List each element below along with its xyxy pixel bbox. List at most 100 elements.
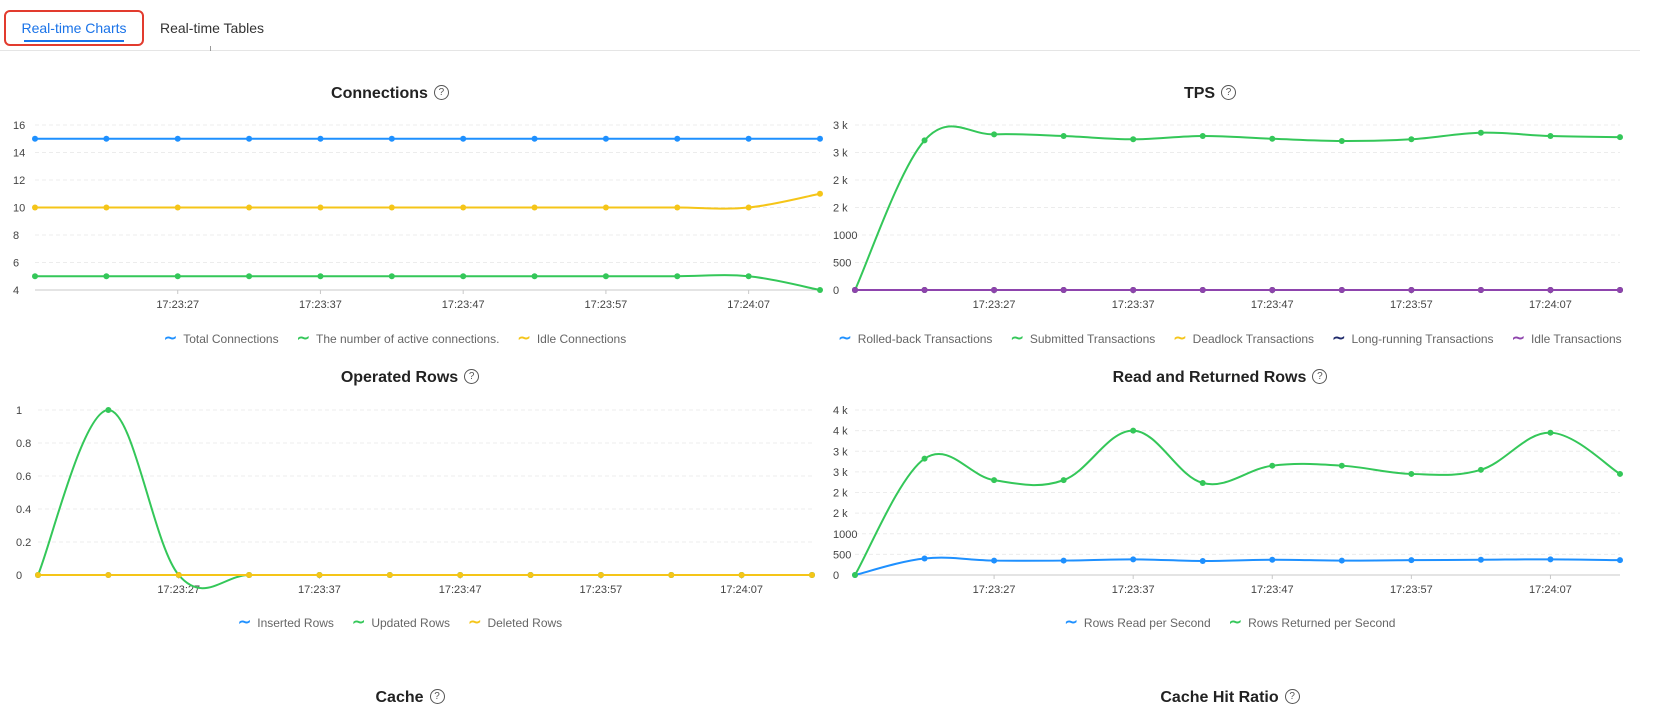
legend-label: Deleted Rows (487, 616, 563, 630)
help-icon[interactable]: ? (1312, 369, 1328, 385)
legend-label: Idle Connections (536, 332, 627, 346)
operated-rows-title-text: Operated Rows (340, 369, 459, 386)
y-tick-label: 6 (13, 258, 19, 270)
x-tick-label: 17:23:27 (156, 299, 199, 311)
legend-line-icon: ∼ (1064, 614, 1078, 631)
x-tick-label: 17:23:47 (1251, 584, 1294, 596)
x-tick-label: 17:23:27 (973, 299, 1016, 311)
read-returned-rows-chart: 0 500 1000 2 k 2 k 3 k 3 k 4 k 4 k 17:23:27 17:23:… (833, 405, 1623, 596)
legend-label: Updated Rows (371, 616, 451, 630)
y-tick-label: 0 (833, 570, 839, 582)
data-point (1060, 557, 1067, 564)
data-point (674, 204, 681, 211)
data-point (1130, 136, 1137, 143)
y-tick-label: 1 (16, 405, 22, 417)
data-point (1199, 133, 1206, 139)
legend-label: Idle Transactions (1530, 332, 1622, 346)
data-point (175, 572, 182, 578)
data-point (1547, 287, 1554, 293)
y-tick-label: 3 k (833, 148, 848, 160)
y-tick-label: 4 (13, 285, 19, 297)
data-point (674, 273, 681, 280)
y-tick-label: 12 (13, 175, 25, 187)
legend-item[interactable]: ∼ Rolled-back Transactions (838, 330, 992, 347)
legend-label: Rows Read per Second (1083, 616, 1211, 630)
legend-line-icon: ∼ (351, 614, 366, 631)
legend-item[interactable]: ∼ The number of active connections. (297, 331, 500, 347)
data-point (602, 204, 609, 211)
data-point (674, 135, 681, 142)
series-line (854, 556, 1621, 576)
tab-divider (210, 46, 211, 51)
legend-item[interactable]: ∼ Idle Transactions (1512, 331, 1622, 347)
y-tick-label: 1000 (833, 230, 857, 242)
data-point (388, 273, 395, 280)
y-tick-label: 0.2 (16, 537, 31, 549)
data-point (991, 287, 998, 293)
data-point (745, 273, 752, 280)
legend-line-icon: ∼ (468, 614, 482, 631)
data-point (246, 273, 253, 280)
y-tick-label: 10 (13, 203, 25, 215)
data-point (35, 572, 41, 578)
legend-item[interactable]: ∼ Submitted Transactions (1010, 331, 1155, 347)
legend-label: Long-running Transactions (1351, 332, 1494, 346)
legend-item[interactable]: ∼ Deadlock Transactions (1173, 331, 1314, 347)
help-icon[interactable]: ? (1221, 85, 1237, 101)
data-point (852, 572, 858, 578)
data-point (668, 572, 675, 578)
y-tick-label: 3 k (833, 120, 848, 132)
help-icon[interactable]: ? (429, 689, 445, 705)
data-point (1338, 557, 1345, 564)
series-line (854, 429, 1621, 576)
legend-item[interactable]: ∼ Rows Read per Second (1064, 614, 1211, 631)
legend-item[interactable]: ∼ Rows Returned per Second (1229, 615, 1396, 631)
tab-real-time-charts[interactable]: Real-time Charts (4, 10, 144, 46)
data-point (1060, 477, 1067, 484)
legend-item[interactable]: ∼ Total Connections (164, 331, 279, 347)
y-tick-label: 500 (833, 549, 851, 561)
y-tick-label: 14 (13, 148, 25, 160)
connections-legend: ∼ Total Connections ∼ The number of active … (0, 331, 790, 347)
y-tick-label: 2 k (833, 488, 848, 500)
data-point (1617, 287, 1623, 293)
data-point (1199, 287, 1206, 293)
legend-item[interactable]: ∼ Updated Rows (351, 614, 451, 631)
data-point (1547, 556, 1554, 563)
help-icon[interactable]: ? (464, 369, 480, 385)
help-icon[interactable]: ? (1284, 689, 1300, 705)
y-tick-label: 0.8 (16, 438, 31, 450)
legend-item[interactable]: ∼ Idle Connections (517, 331, 627, 347)
data-point (745, 204, 752, 211)
data-point (103, 135, 110, 142)
legend-label: Total Connections (183, 332, 279, 346)
data-point (1338, 287, 1345, 293)
legend-item[interactable]: ∼ Long-running Transactions (1332, 331, 1494, 347)
legend-line-icon: ∼ (838, 330, 852, 347)
data-point (1408, 136, 1415, 143)
data-point (531, 135, 538, 142)
tab-real-time-tables[interactable]: Real-time Tables (160, 20, 265, 36)
operated-rows-legend: ∼ Inserted Rows ∼ Updated Rows ∼ Deleted Rows (0, 614, 800, 631)
x-tick-label: 17:23:27 (157, 584, 200, 596)
y-tick-label: 2 k (833, 175, 848, 187)
data-point (991, 557, 998, 564)
legend-item[interactable]: ∼ Deleted Rows (468, 614, 563, 631)
series-line (34, 274, 821, 291)
data-point (386, 572, 393, 578)
x-tick-label: 17:23:37 (299, 299, 342, 311)
help-icon[interactable]: ? (433, 85, 449, 101)
data-point (1617, 134, 1623, 141)
data-point (388, 135, 395, 142)
data-point (1199, 557, 1206, 564)
x-tick-label: 17:23:47 (439, 584, 482, 596)
data-point (921, 287, 928, 293)
y-tick-label: 3 k (833, 467, 848, 479)
legend-item[interactable]: ∼ Inserted Rows (238, 615, 334, 631)
tps-legend: ∼ Rolled-back Transactions ∼ Submitted Tran… (820, 330, 1640, 347)
data-point (852, 287, 858, 293)
series-line (35, 192, 821, 210)
x-tick-label: 17:23:57 (584, 299, 627, 311)
data-point (246, 135, 253, 142)
data-point (32, 204, 38, 211)
